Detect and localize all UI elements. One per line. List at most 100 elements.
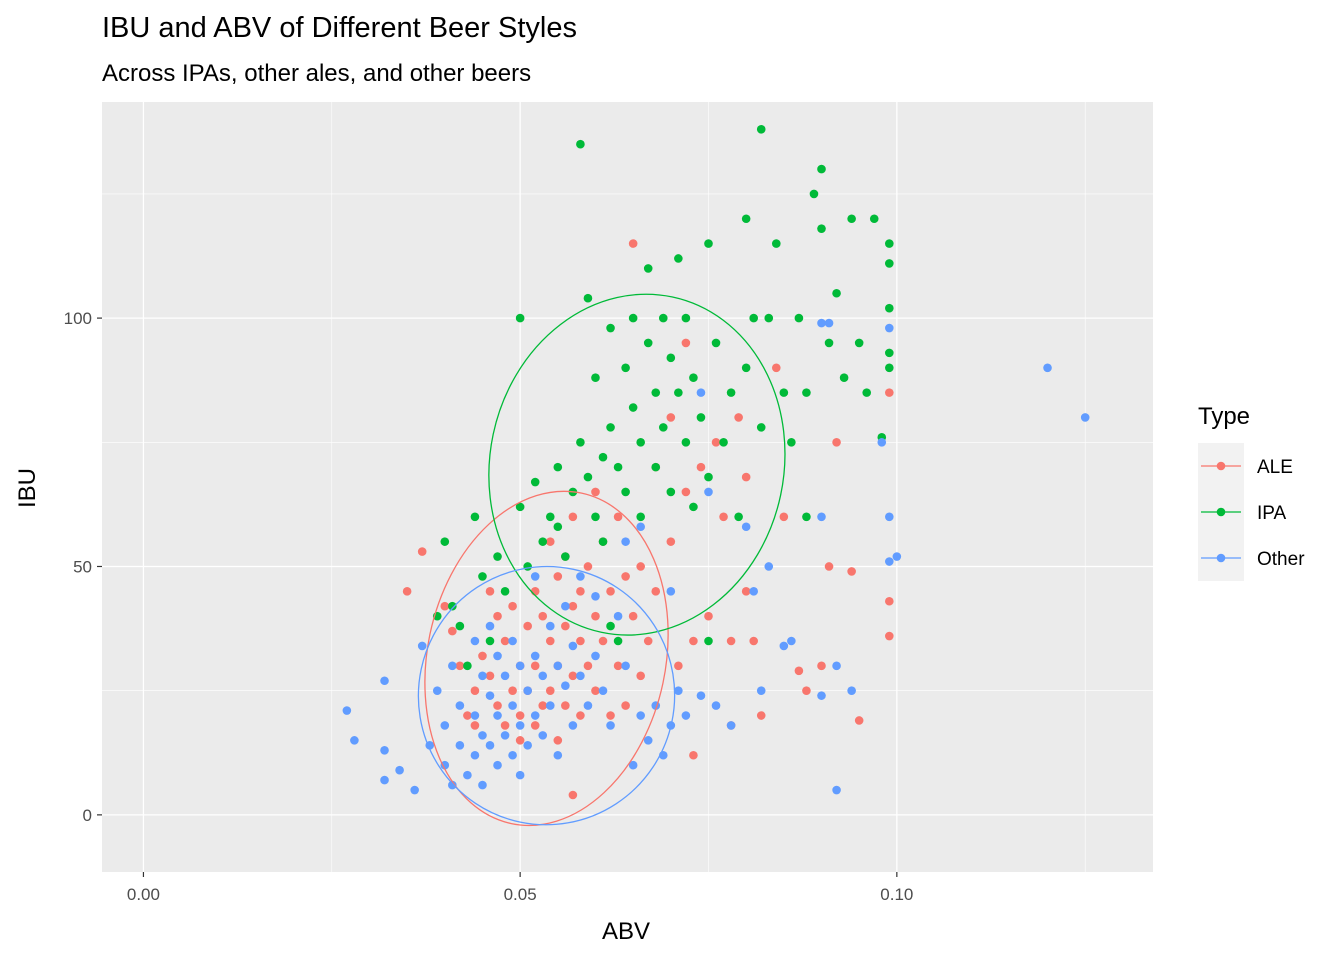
data-point (704, 487, 713, 497)
data-point (636, 562, 645, 571)
data-point (515, 736, 525, 745)
data-point (787, 636, 796, 646)
data-point (523, 562, 532, 571)
data-point (704, 611, 713, 621)
data-point (651, 388, 661, 397)
data-point (628, 760, 638, 770)
data-point (485, 671, 495, 681)
data-point (500, 587, 510, 596)
data-point (576, 587, 585, 596)
data-point (636, 671, 645, 681)
data-point (885, 388, 894, 397)
data-point (553, 462, 563, 472)
data-point (666, 353, 676, 363)
data-point (598, 686, 608, 695)
data-point (530, 572, 540, 581)
data-point (448, 601, 457, 611)
data-point (576, 671, 585, 681)
data-point (704, 239, 713, 248)
data-point (862, 388, 872, 397)
data-point (515, 711, 525, 720)
data-point (553, 736, 563, 745)
data-point (576, 139, 585, 149)
data-point (885, 259, 894, 268)
data-point (493, 611, 502, 621)
data-point (493, 711, 502, 720)
data-point (621, 661, 630, 671)
data-point (779, 512, 789, 522)
data-point (591, 651, 600, 661)
data-point (613, 661, 623, 671)
data-point (478, 572, 487, 581)
data-point (508, 636, 517, 646)
data-point (885, 323, 894, 333)
data-point (561, 701, 570, 710)
data-point (478, 731, 487, 740)
data-point (802, 686, 811, 695)
data-point (591, 487, 600, 497)
data-point (553, 572, 563, 581)
data-point (530, 721, 540, 730)
data-point (1080, 413, 1090, 422)
data-point (606, 323, 615, 333)
data-point (613, 462, 623, 472)
data-point (561, 552, 570, 561)
data-point (606, 423, 615, 432)
data-point (741, 587, 751, 596)
data-point (734, 413, 743, 422)
data-point (726, 721, 736, 730)
data-point (847, 214, 856, 224)
data-point (666, 537, 676, 546)
data-point (478, 780, 487, 790)
data-point (779, 641, 789, 651)
data-point (493, 760, 502, 770)
y-tick-label: 50 (73, 557, 92, 576)
data-point (470, 686, 480, 695)
y-axis: 0 50 100 (64, 309, 102, 825)
data-point (832, 437, 841, 447)
data-point (553, 522, 563, 532)
data-point (561, 621, 570, 631)
data-point (741, 522, 751, 532)
data-point (576, 572, 585, 581)
data-point (493, 552, 502, 561)
data-point (689, 373, 698, 383)
data-point (463, 711, 472, 720)
data-point (500, 671, 510, 681)
data-point (350, 736, 359, 745)
data-point (681, 338, 691, 348)
data-point (628, 403, 638, 412)
data-point (666, 413, 676, 422)
data-point (440, 601, 450, 611)
data-point (591, 591, 600, 601)
data-point (545, 621, 555, 631)
data-point (696, 413, 706, 422)
data-point (485, 741, 495, 750)
data-point (485, 636, 495, 646)
data-point (651, 462, 661, 472)
data-point (448, 780, 457, 790)
data-point (779, 388, 789, 397)
data-point (591, 611, 600, 621)
data-point (628, 239, 638, 248)
data-point (719, 437, 728, 447)
legend-label: ALE (1257, 457, 1293, 478)
data-point (824, 562, 834, 571)
data-point (493, 701, 502, 710)
data-point (553, 750, 563, 760)
data-point (583, 562, 593, 571)
data-point (613, 611, 623, 621)
plot-panel (102, 102, 1153, 872)
data-point (545, 686, 555, 695)
confidence-ellipse-ale (424, 490, 669, 827)
data-point (545, 636, 555, 646)
data-point (794, 666, 804, 676)
x-axis-title: ABV (602, 918, 650, 945)
data-point (756, 125, 766, 134)
data-point (658, 313, 668, 323)
data-point (568, 601, 578, 611)
data-point (877, 437, 887, 447)
data-point (621, 363, 630, 373)
legend-key-ale (1198, 443, 1244, 489)
